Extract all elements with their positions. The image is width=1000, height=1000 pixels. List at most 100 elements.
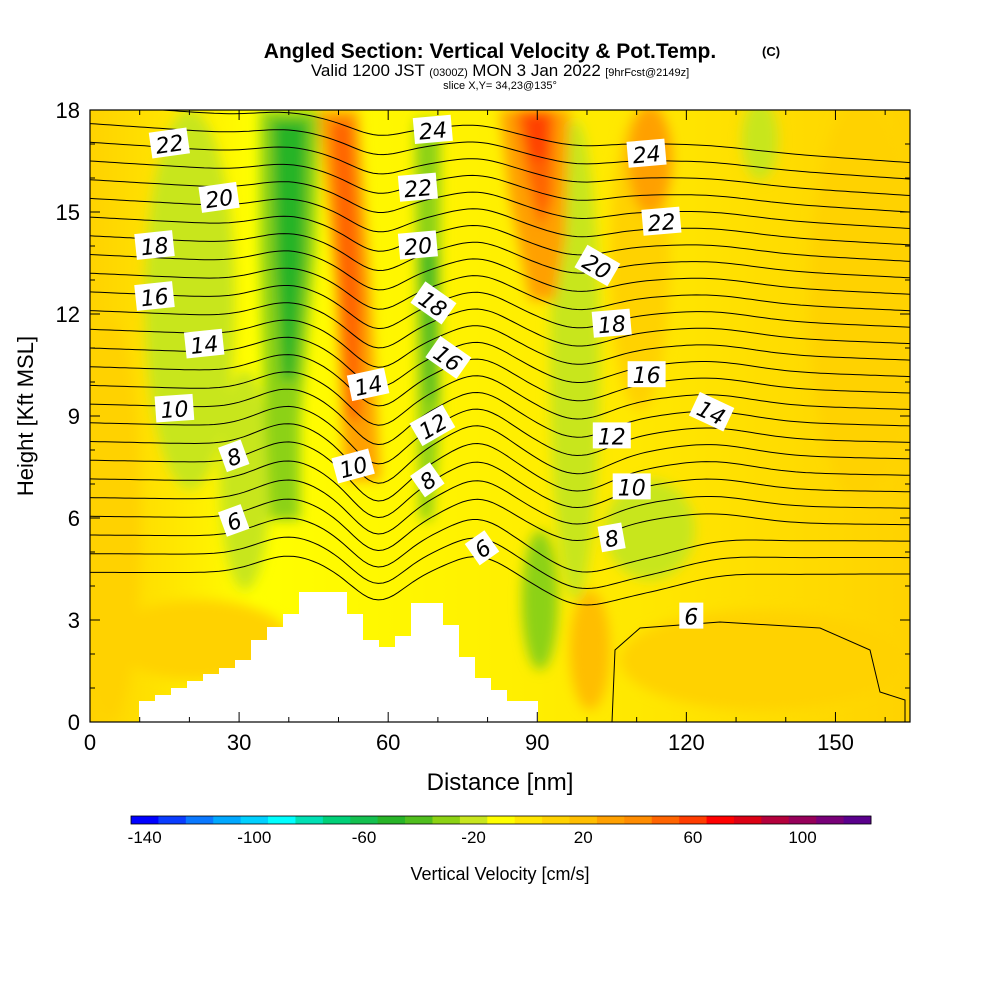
contour-label: 18 [134,230,175,262]
colorbar-swatch [405,816,433,824]
contour-label: 22 [641,206,682,237]
chart-slice-info: slice X,Y= 34,23@135° [443,80,557,92]
contour-label: 24 [626,138,667,169]
isentrope-line [90,536,910,590]
contour-label-bg [409,404,456,447]
contour-label-bg [331,448,375,484]
contour-label: 6 [218,504,250,537]
contour-label: 24 [412,114,453,146]
contour-label-text: 14 [352,372,385,402]
contour-label: 10 [612,473,651,501]
colorbar-swatch [432,816,461,824]
isentrope-line [90,233,910,279]
contour-label: 14 [183,328,225,360]
colorbar-label: Vertical Velocity [cm/s] [410,864,589,884]
contour-label-text: 12 [598,425,626,450]
contour-label-bg [412,114,453,145]
colorbar-swatch [596,816,625,824]
terrain [139,592,538,722]
isentrope-line [90,371,910,426]
colorbar-swatch [213,816,242,824]
y-tick-label: 9 [68,404,80,429]
isentrope-line [90,285,910,330]
contour-label-text: 16 [140,285,170,313]
contour-label-text: 6 [684,606,698,631]
contour-label: 18 [410,281,457,325]
contour-label-bg [397,172,438,202]
isentrope-line [90,267,910,312]
isentrope-line [90,141,910,196]
contour-label-bg [183,328,225,359]
colorbar-tick-label: -100 [237,828,271,847]
contour-label-bg [397,230,438,260]
isentrope-line [90,555,910,606]
chart-title-unit: (C) [762,44,780,59]
contour-label-bg [410,462,445,498]
contour-label-bg [626,138,667,168]
contour-label: 16 [134,281,175,313]
x-tick-label: 150 [817,730,854,755]
y-tick-label: 18 [56,98,80,123]
contour-label-text: 22 [647,210,677,237]
y-tick-label: 12 [56,302,80,327]
contour-label-text: 22 [154,131,185,160]
isentrope-line [90,336,910,388]
contour-label: 18 [591,308,632,339]
colorbar-swatch [651,816,680,824]
contour-label: 20 [198,181,240,215]
y-tick-label: 0 [68,710,80,735]
colorbar-swatch [679,816,707,824]
chart-subtitle: Valid 1200 JST (0300Z) MON 3 Jan 2022 [9… [311,61,689,80]
colorbar-tick-label: -140 [128,828,162,847]
colorbar-tick-label: 20 [574,828,593,847]
contour-label-bg [641,206,682,236]
colorbar-swatch [733,816,762,824]
contour-label-bg [464,530,500,566]
subtitle-fcst: [9hrFcst@2149z] [605,67,689,79]
colorbar-swatch [816,816,844,824]
contour-label-text: 8 [603,526,621,553]
isentrope-line [90,460,910,519]
isentrope-line [90,319,910,368]
isentrope-line [90,405,910,465]
colorbar-swatch [542,816,570,824]
colorbar-swatch [322,816,351,824]
contour-label: 6 [679,602,704,631]
isentrope-line [90,250,910,295]
contour-label-text: 20 [204,186,235,215]
contour-label: 14 [346,367,390,402]
x-tick-label: 30 [227,730,251,755]
subtitle-valid: Valid 1200 JST [311,61,425,80]
contour-label: 8 [218,439,250,472]
contour-label: 22 [148,127,190,160]
subtitle-utc: (0300Z) [429,67,468,79]
contour-label-bg [198,181,240,213]
contour-label-bg [574,244,621,287]
contour-label-text: 18 [140,234,170,262]
x-axis-label: Distance [nm] [427,769,574,796]
colorbar-swatch [487,816,516,824]
contour-label-bg [592,422,631,449]
y-axis: 0 3 6 9 12 15 18 [56,98,910,735]
y-tick-label: 3 [68,608,80,633]
colorbar-swatch [158,816,187,824]
colorbar-swatch [295,816,324,824]
x-tick-label: 60 [376,730,400,755]
contour-label: 22 [397,172,438,203]
isentrope-line [90,215,910,262]
contour-label: 10 [331,448,375,484]
contour-label-bg [218,504,250,537]
contour-label-bg [679,602,704,629]
colorbar-swatch [350,816,379,824]
x-tick-label: 120 [668,730,705,755]
subtitle-date: MON 3 Jan 2022 [472,61,601,80]
y-axis-label: Height [Kft MSL] [13,336,38,496]
x-axis: 0 30 60 90 120 150 [84,110,886,755]
isentrope-line [90,354,910,407]
colorbar-tick-label: -20 [461,828,486,847]
contour-label-bg [346,367,390,402]
contour-label-bg [688,391,735,432]
contour-label: 12 [592,422,631,450]
contour-label-bg [410,281,457,325]
contour-label-bg [134,230,175,260]
